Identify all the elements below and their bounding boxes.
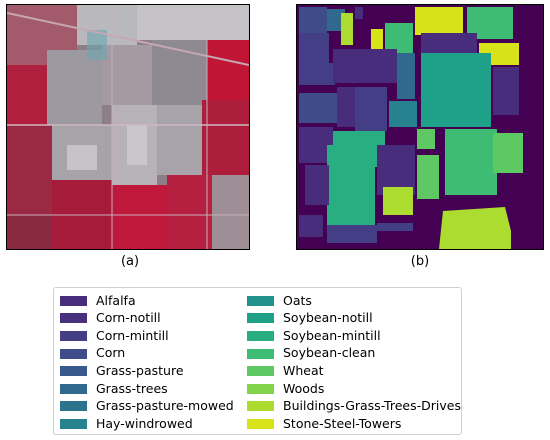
legend-swatch [247, 383, 274, 394]
legend-label: Woods [283, 380, 325, 396]
legend-swatch [247, 313, 274, 324]
legend-swatch [60, 366, 87, 377]
legend-swatch [247, 295, 274, 306]
legend-item: Hay-windrowed [60, 415, 234, 433]
legend-label: Corn-notill [96, 310, 161, 326]
legend-swatch [60, 295, 87, 306]
legend-label: Corn [96, 345, 126, 361]
legend-label: Buildings-Grass-Trees-Drives [283, 398, 461, 414]
legend-swatch [60, 313, 87, 324]
legend-item: Soybean-clean [247, 345, 461, 363]
legend-item: Soybean-notill [247, 310, 461, 328]
legend-item: Stone-Steel-Towers [247, 415, 461, 433]
legend-item: Corn-mintill [60, 327, 234, 345]
legend-item: Oats [247, 292, 461, 310]
legend-swatch [247, 348, 274, 359]
legend-label: Wheat [283, 362, 324, 378]
legend-label: Alfalfa [96, 292, 136, 308]
legend-item: Woods [247, 380, 461, 398]
legend-item: Corn [60, 345, 234, 363]
legend-label: Grass-trees [96, 380, 168, 396]
legend-label: Soybean-notill [283, 310, 373, 326]
legend-swatch [60, 330, 87, 341]
legend-swatch [247, 366, 274, 377]
legend-label: Soybean-clean [283, 345, 376, 361]
satellite-image [6, 4, 250, 250]
legend-column-2: Oats Soybean-notill Soybean-mintill Soybean… [247, 292, 461, 433]
legend-label: Hay-windrowed [96, 415, 193, 431]
legend-swatch [60, 348, 87, 359]
legend-swatch [60, 418, 87, 429]
ground-truth-map [296, 4, 544, 250]
legend-label: Grass-pasture [96, 362, 184, 378]
legend-label: Stone-Steel-Towers [283, 415, 402, 431]
legend-column-1: Alfalfa Corn-notill Corn-mintill Corn Grass-… [60, 292, 234, 433]
legend-swatch [247, 401, 274, 412]
legend-item: Grass-pasture [60, 362, 234, 380]
legend-swatch [247, 330, 274, 341]
caption-b: (b) [410, 254, 430, 269]
legend-swatch [60, 383, 87, 394]
legend-item: Corn-notill [60, 310, 234, 328]
caption-a: (a) [120, 254, 140, 269]
legend-swatch [247, 418, 274, 429]
class-legend: Alfalfa Corn-notill Corn-mintill Corn Grass-… [53, 287, 462, 435]
legend-item: Soybean-mintill [247, 327, 461, 345]
legend-swatch [60, 401, 87, 412]
legend-label: Oats [283, 292, 312, 308]
legend-label: Grass-pasture-mowed [96, 398, 234, 414]
legend-item: Alfalfa [60, 292, 234, 310]
legend-item: Grass-pasture-mowed [60, 398, 234, 416]
ground-truth-map-graphic [297, 5, 543, 249]
legend-label: Corn-mintill [96, 327, 169, 343]
legend-item: Grass-trees [60, 380, 234, 398]
legend-item: Buildings-Grass-Trees-Drives [247, 398, 461, 416]
legend-label: Soybean-mintill [283, 327, 381, 343]
satellite-image-graphic [7, 5, 249, 249]
legend-item: Wheat [247, 362, 461, 380]
